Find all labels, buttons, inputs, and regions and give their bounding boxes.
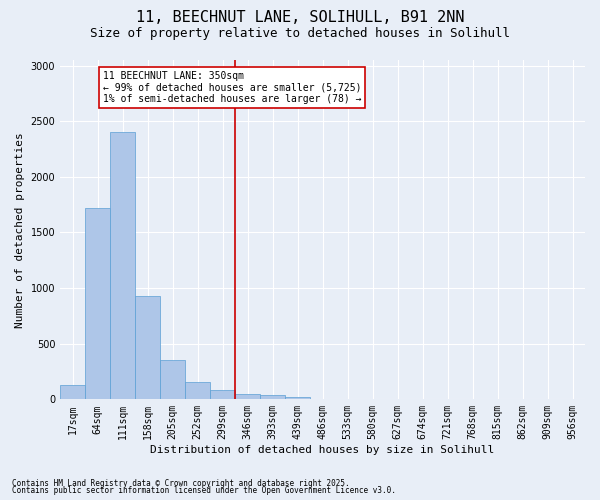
Bar: [235, 394, 260, 400]
Text: Contains public sector information licensed under the Open Government Licence v3: Contains public sector information licen…: [12, 486, 396, 495]
Bar: [135, 296, 160, 400]
Bar: [160, 360, 185, 400]
Bar: [85, 208, 110, 400]
Bar: [185, 382, 210, 400]
Y-axis label: Number of detached properties: Number of detached properties: [15, 132, 25, 328]
Bar: [210, 390, 235, 400]
Text: Contains HM Land Registry data © Crown copyright and database right 2025.: Contains HM Land Registry data © Crown c…: [12, 478, 350, 488]
Text: 11, BEECHNUT LANE, SOLIHULL, B91 2NN: 11, BEECHNUT LANE, SOLIHULL, B91 2NN: [136, 10, 464, 25]
X-axis label: Distribution of detached houses by size in Solihull: Distribution of detached houses by size …: [151, 445, 495, 455]
Bar: [60, 385, 85, 400]
Bar: [110, 132, 135, 400]
Bar: [260, 396, 285, 400]
Text: Size of property relative to detached houses in Solihull: Size of property relative to detached ho…: [90, 28, 510, 40]
Text: 11 BEECHNUT LANE: 350sqm
← 99% of detached houses are smaller (5,725)
1% of semi: 11 BEECHNUT LANE: 350sqm ← 99% of detach…: [103, 71, 361, 104]
Bar: [285, 397, 310, 400]
